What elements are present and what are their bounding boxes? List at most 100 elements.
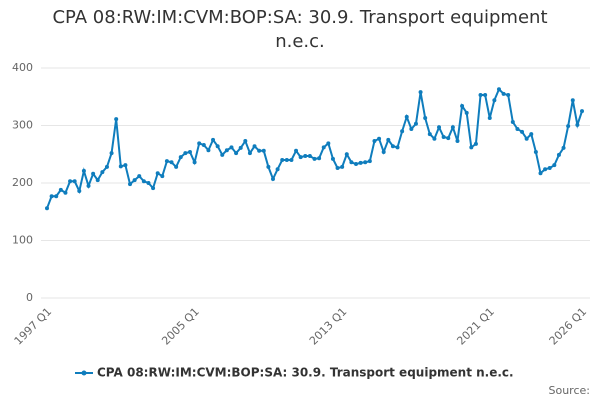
data-point [446,136,451,141]
data-point [91,171,96,176]
data-point [187,149,192,154]
data-point [386,137,391,142]
data-point [321,145,326,150]
data-point [45,206,49,211]
data-point [270,176,275,181]
data-point [529,132,534,137]
data-point [349,160,354,165]
data-point [390,144,395,149]
data-point [450,125,455,130]
data-point [506,93,511,98]
data-point [552,163,557,168]
data-point [367,159,372,164]
data-point [252,144,257,149]
data-point [580,109,584,114]
data-point [128,182,133,187]
data-point [104,164,109,169]
data-point [344,152,349,157]
y-tick-label: 200 [12,176,33,189]
data-point [86,183,91,188]
data-point [114,117,119,122]
data-point [570,98,575,103]
data-point [460,103,465,108]
data-point [123,163,128,168]
x-tick-label: 2021 Q1 [454,305,497,348]
data-point [372,139,377,144]
data-point [220,152,225,157]
data-point [201,143,206,148]
data-point [418,90,423,95]
data-point [294,148,299,153]
data-point [164,159,169,164]
data-point [141,179,146,184]
data-point [289,158,294,162]
data-point [575,122,580,127]
data-point [427,132,432,137]
data-point [58,187,63,192]
data-point [132,178,137,183]
y-tick-label: 0 [26,291,33,304]
data-point [381,149,386,154]
data-point [174,164,179,169]
data-point [118,164,123,169]
data-point [363,160,368,165]
data-point [515,126,520,131]
data-point [197,141,202,146]
data-point [400,129,405,134]
data-point [160,174,165,179]
data-point [261,148,266,153]
data-point [543,167,548,172]
data-point [284,158,289,162]
data-point [280,158,285,162]
data-point [247,151,252,156]
data-point [377,136,382,141]
data-point [478,93,483,98]
data-point [538,171,543,176]
data-point [395,145,400,150]
data-point [183,151,188,156]
data-point [533,149,538,154]
data-point [68,179,73,184]
data-point [234,151,239,156]
data-point [455,139,460,144]
data-point [155,171,160,176]
data-point [178,155,183,160]
y-tick-label: 100 [12,234,33,247]
data-point [469,145,474,150]
data-point [330,156,335,161]
data-point [358,160,363,165]
data-point [487,116,492,121]
legend-label: CPA 08:RW:IM:CVM:BOP:SA: 30.9. Transport… [97,366,514,380]
data-point [243,139,248,144]
data-point [266,164,271,169]
data-point [95,178,100,183]
data-point [524,136,529,141]
data-point [432,136,437,141]
x-tick-label: 2005 Q1 [159,305,202,348]
legend-marker [81,370,87,376]
data-point [211,137,216,142]
data-point [54,194,59,199]
data-point [63,190,68,195]
data-point [473,141,478,146]
data-point [192,160,197,165]
data-point [109,151,114,156]
y-tick-label: 300 [12,119,33,132]
data-point [437,125,442,130]
data-point [409,126,414,131]
data-point [303,153,308,158]
data-point [413,121,418,126]
data-point [326,141,331,146]
data-point [307,153,312,158]
data-point [257,148,262,153]
data-point [312,156,317,161]
y-tick-label: 400 [12,61,33,74]
data-point [556,152,561,157]
data-point [335,166,340,171]
data-point [229,145,234,150]
data-point [100,170,105,175]
data-point [492,98,497,103]
data-point [49,194,54,199]
data-point [496,87,501,92]
data-point [561,145,566,150]
